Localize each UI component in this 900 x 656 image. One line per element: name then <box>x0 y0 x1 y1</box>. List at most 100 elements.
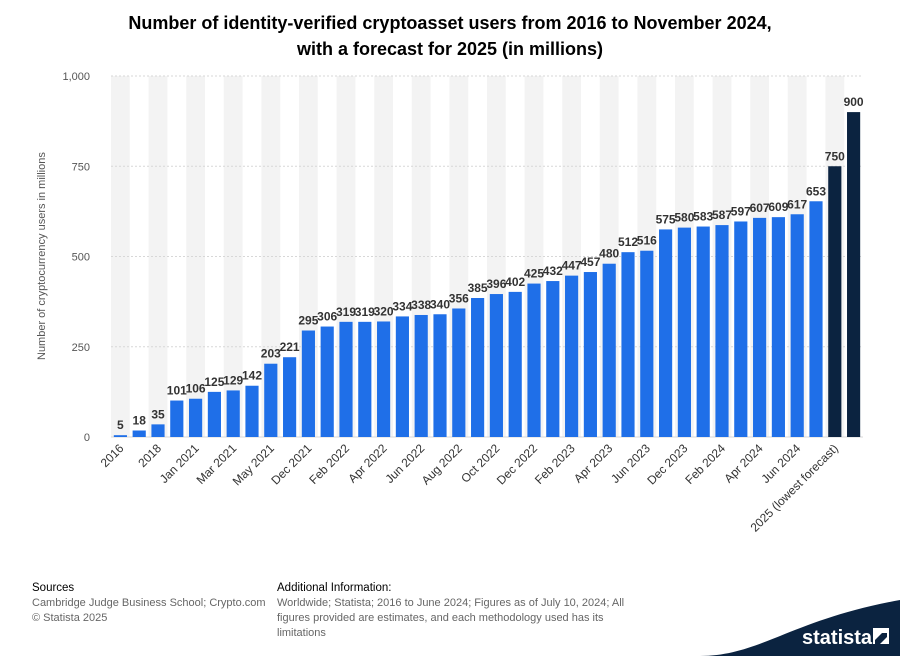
bar <box>377 321 391 437</box>
bar-value-label: 587 <box>712 208 732 222</box>
bar <box>828 166 842 437</box>
bar-value-label: 129 <box>223 373 243 387</box>
sources-text: Cambridge Judge Business School; Crypto.… <box>32 597 266 609</box>
bar-value-label: 106 <box>186 382 206 396</box>
bar-value-label: 480 <box>599 247 619 261</box>
bar-value-label: 203 <box>261 347 281 361</box>
logo-wave-shape <box>700 600 900 656</box>
bar-value-label: 320 <box>374 304 394 318</box>
bar <box>226 390 240 437</box>
y-tick-label: 500 <box>72 252 90 264</box>
bar <box>170 400 184 437</box>
bar-value-label: 607 <box>750 201 770 215</box>
bar <box>113 435 127 437</box>
x-tick-label: Feb 2024 <box>682 441 728 487</box>
bar-value-label: 597 <box>731 204 751 218</box>
bar <box>809 201 823 437</box>
x-tick-label: Apr 2022 <box>345 441 390 486</box>
bar-value-label: 516 <box>637 234 657 248</box>
bar-value-label: 750 <box>825 149 845 163</box>
bar-value-label: 580 <box>674 211 694 225</box>
bar-value-label: 334 <box>392 299 412 313</box>
x-tick-label: Apr 2024 <box>721 441 766 486</box>
bar-value-label: 425 <box>524 267 544 281</box>
bar-value-label: 340 <box>430 297 450 311</box>
bar-value-label: 101 <box>167 384 187 398</box>
chart-title-line-2: with a forecast for 2025 (in millions) <box>296 39 604 59</box>
bar-value-label: 18 <box>133 414 147 428</box>
bar <box>283 357 297 437</box>
bar <box>320 326 334 437</box>
bar <box>339 321 353 437</box>
additional-info-block: Additional Information: Worldwide; Stati… <box>277 581 624 641</box>
x-tick-label: Aug 2022 <box>419 441 465 487</box>
bar <box>301 330 315 437</box>
bar <box>151 424 165 437</box>
bar <box>452 308 466 437</box>
x-tick-label: Dec 2023 <box>644 441 690 487</box>
bar <box>621 252 635 437</box>
bar-value-label: 617 <box>787 197 807 211</box>
bar-value-label: 447 <box>562 259 582 273</box>
copyright-text: © Statista 2025 <box>32 612 108 624</box>
bar-value-label: 385 <box>468 281 488 295</box>
x-tick-label: Dec 2022 <box>494 441 540 487</box>
bar-value-label: 396 <box>486 277 506 291</box>
bar-value-label: 35 <box>151 407 165 421</box>
bar-value-label: 609 <box>768 200 788 214</box>
statista-logo[interactable]: statista <box>700 600 900 656</box>
bar <box>734 221 748 437</box>
bar <box>508 291 522 437</box>
additional-info-line-1: Worldwide; Statista; 2016 to June 2024; … <box>277 597 625 609</box>
bar-value-label: 338 <box>411 298 431 312</box>
chart-title: Number of identity-verified cryptoasset … <box>0 10 900 62</box>
x-tick-label: Feb 2023 <box>532 441 578 487</box>
y-tick-label: 0 <box>84 432 90 444</box>
bar <box>207 391 221 437</box>
bar-value-label: 295 <box>298 314 318 328</box>
logo-mark-icon <box>873 628 889 644</box>
bar <box>489 294 503 437</box>
bar <box>527 283 541 437</box>
chart-title-line-1: Number of identity-verified cryptoasset … <box>128 13 772 33</box>
bar-value-label: 402 <box>505 275 525 289</box>
bar <box>264 363 278 437</box>
bar <box>395 316 409 437</box>
bar-value-label: 575 <box>656 212 676 226</box>
bar <box>602 263 616 437</box>
y-axis-label: Number of cryptocurrency users in millio… <box>36 152 48 361</box>
bar-value-label: 356 <box>449 291 469 305</box>
bar <box>753 217 767 437</box>
bar-value-label: 900 <box>844 95 864 109</box>
bar <box>132 430 146 437</box>
bar <box>771 217 785 437</box>
bar <box>546 281 560 437</box>
bar <box>471 298 485 437</box>
x-tick-label: May 2021 <box>230 441 277 488</box>
bar-value-label: 512 <box>618 235 638 249</box>
bar-value-label: 142 <box>242 369 262 383</box>
bar-value-label: 457 <box>580 255 600 269</box>
bar-value-label: 583 <box>693 210 713 224</box>
bar-value-label: 319 <box>355 305 375 319</box>
x-tick-label: Apr 2023 <box>571 441 616 486</box>
sources-block: Sources Cambridge Judge Business School;… <box>32 581 266 626</box>
bar <box>696 226 710 437</box>
bar <box>640 250 654 437</box>
bar <box>414 314 428 437</box>
bar-value-label: 5 <box>117 418 124 432</box>
bar <box>189 398 203 437</box>
y-tick-label: 250 <box>72 342 90 354</box>
bar-value-label: 125 <box>204 375 224 389</box>
x-tick-label: Feb 2022 <box>306 441 352 487</box>
bar <box>677 227 691 437</box>
x-tick-label: 2018 <box>135 441 164 470</box>
x-tick-label: Dec 2021 <box>268 441 314 487</box>
bar <box>245 385 259 437</box>
bar <box>433 314 447 437</box>
bar-value-label: 319 <box>336 305 356 319</box>
logo-wordmark: statista <box>802 627 873 649</box>
bar <box>659 229 673 437</box>
bar <box>715 225 729 437</box>
